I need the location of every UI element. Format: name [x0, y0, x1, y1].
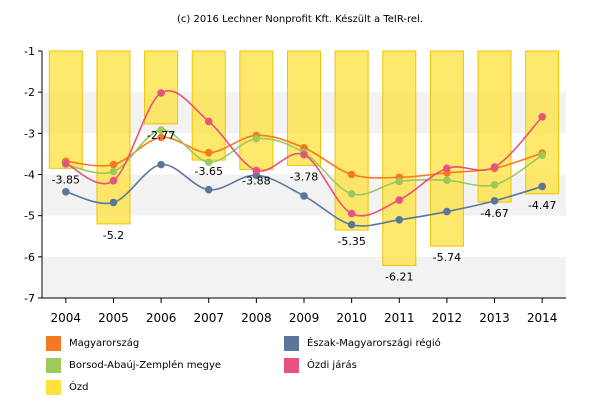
legend-label: Borsod-Abaúj-Zemplén megye: [69, 360, 222, 371]
x-tick-label: 2004: [51, 311, 82, 325]
legend-label: Észak-Magyarországi régió: [307, 338, 441, 349]
legend-swatch: [284, 358, 299, 373]
legend-swatch: [46, 336, 61, 351]
bars-group: [48, 50, 560, 266]
point-series-3-2012: [443, 164, 451, 173]
data-label-ozd-2004: -3.85: [52, 173, 80, 186]
point-series-1-2013: [490, 180, 499, 189]
point-series-3-2006: [157, 89, 165, 97]
bar-ozd-2005: [96, 50, 131, 225]
point-series-3-2004: [62, 159, 70, 168]
point-series-2-2004: [62, 187, 70, 196]
legend-item-magyarorszag[interactable]: Magyarország: [46, 336, 139, 351]
point-series-3-2011: [395, 196, 404, 204]
bar-ozd-2011: [382, 50, 417, 266]
point-series-3-2013: [490, 163, 499, 171]
point-series-2-2005: [109, 198, 118, 207]
y-tick-label: -1: [24, 45, 35, 58]
x-tick-label: 2013: [479, 311, 510, 325]
x-tick-label: 2006: [146, 311, 177, 325]
data-label-ozd-2007: -3.65: [194, 165, 222, 178]
y-tick-label: -4: [24, 169, 35, 182]
point-series-1-2014: [538, 151, 546, 159]
data-label-ozd-2014: -4.47: [528, 199, 556, 212]
point-series-2-2010: [347, 220, 356, 229]
legend-label: Magyarország: [69, 338, 140, 349]
y-tick-label: -5: [24, 210, 35, 223]
y-tick-label: -6: [24, 251, 35, 264]
data-label-ozd-2006: -2.77: [147, 129, 175, 142]
data-label-ozd-2005: -5.2: [103, 229, 124, 242]
data-label-ozd-2008: -3.88: [242, 175, 270, 188]
data-label-ozd-2011: -6.21: [385, 270, 413, 283]
bar-ozd-2007: [191, 50, 226, 161]
legend-label: Ózdi járás: [307, 360, 357, 371]
x-tick-label: 2012: [432, 311, 463, 325]
point-series-0-2006: [157, 133, 165, 142]
y-tick-label: -7: [24, 292, 35, 305]
points-group: [62, 89, 546, 229]
x-tick-label: 2014: [527, 311, 558, 325]
point-series-3-2009: [300, 150, 308, 159]
point-series-2-2007: [204, 185, 213, 194]
legend-item-ozdi-jaras[interactable]: Ózdi járás: [284, 358, 357, 373]
bar-ozd-2010: [334, 50, 369, 231]
point-series-3-2008: [252, 166, 261, 175]
data-label-ozd-2013: -4.67: [480, 207, 508, 220]
x-tick-label: 2009: [289, 311, 320, 325]
point-series-0-2005: [109, 160, 118, 169]
axes-group: -1 -2 -3 -4 -5 -6 -7 2004 2005 2006 2007 2008 2009 20…: [24, 45, 566, 325]
bar-ozd-2008: [239, 50, 274, 171]
point-series-1-2008: [252, 134, 261, 143]
point-series-1-2005: [109, 167, 118, 176]
point-series-2-2009: [300, 192, 308, 200]
bar-ozd-2014: [525, 50, 560, 195]
legend-swatch: [46, 358, 61, 373]
grid-band: [42, 256, 566, 298]
legend-item-eszak-magyarorszagi-regio[interactable]: Észak-Magyarországi régió: [284, 336, 441, 351]
point-series-2-2006: [157, 160, 165, 169]
point-series-3-2010: [347, 209, 356, 218]
legend-item-borsod-abauj-zemplen[interactable]: Borsod-Abaúj-Zemplén megye: [46, 358, 221, 373]
x-tick-label: 2007: [193, 311, 224, 325]
bar-ozd-2013: [477, 50, 512, 203]
point-series-1-2006: [157, 126, 165, 134]
legend-item-ozd[interactable]: Ózd: [46, 380, 88, 395]
bar-ozd-2012: [429, 50, 464, 247]
data-label-ozd-2009: -3.78: [290, 170, 318, 183]
point-series-3-2007: [204, 117, 213, 126]
legend-label: Ózd: [69, 382, 89, 393]
chart-title: (c) 2016 Lechner Nonprofit Kft. Készült …: [177, 13, 423, 25]
point-series-3-2005: [109, 176, 118, 185]
x-tick-label: 2005: [98, 311, 129, 325]
point-series-1-2007: [204, 158, 213, 166]
data-label-ozd-2010: -5.35: [337, 235, 365, 248]
bar-ozd-2004: [48, 50, 83, 169]
legend-swatch: [284, 336, 299, 351]
data-labels-group: -3.85 -5.2 -2.77 -3.65 -3.88 -3.78 -5.35 -6.21 -…: [52, 129, 557, 284]
point-series-1-2012: [443, 176, 451, 185]
bar-ozd-2006: [144, 50, 179, 125]
point-series-3-2014: [538, 113, 546, 121]
legend-swatch: [46, 380, 61, 395]
chart-svg: (c) 2016 Lechner Nonprofit Kft. Készült …: [24, 13, 566, 325]
x-tick-label: 2011: [384, 311, 415, 325]
point-series-2-2012: [443, 207, 451, 216]
x-tick-label: 2008: [241, 311, 272, 325]
point-series-0-2010: [347, 170, 356, 179]
point-series-1-2010: [347, 190, 356, 198]
x-tick-label: 2010: [336, 311, 367, 325]
point-series-1-2011: [395, 177, 404, 186]
y-tick-label: -3: [24, 127, 35, 140]
point-series-2-2013: [490, 197, 499, 205]
y-tick-label: -2: [24, 86, 35, 99]
data-label-ozd-2012: -5.74: [433, 251, 461, 264]
point-series-0-2007: [204, 148, 213, 157]
point-series-2-2011: [395, 215, 404, 224]
point-series-2-2014: [538, 182, 546, 191]
